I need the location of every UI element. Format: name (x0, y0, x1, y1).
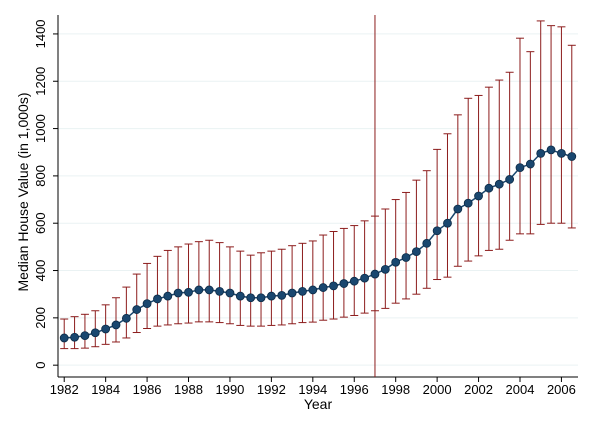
x-tick-label: 2002 (464, 382, 493, 397)
data-point (494, 179, 504, 189)
data-point (484, 183, 494, 193)
x-tick-label: 1984 (91, 382, 120, 397)
y-tick-label: 400 (33, 260, 48, 282)
data-point (215, 286, 224, 296)
gridlines (58, 33, 578, 366)
y-tick-label: 1000 (33, 114, 48, 143)
data-point (298, 286, 307, 296)
data-point (142, 299, 152, 309)
data-point (70, 332, 79, 342)
y-tick-label: 600 (33, 212, 48, 234)
y-tick-label: 800 (33, 165, 48, 187)
error-bars (60, 20, 576, 350)
data-point (380, 264, 390, 274)
x-tick-label: 1998 (381, 382, 410, 397)
data-point (329, 281, 338, 291)
data-point (557, 149, 566, 158)
data-point (101, 324, 111, 334)
data-point (204, 285, 214, 295)
x-tick-label: 1996 (340, 382, 369, 397)
data-point (184, 287, 193, 297)
data-point (225, 288, 235, 298)
data-point (163, 291, 173, 301)
data-point (59, 333, 69, 343)
data-point (287, 288, 297, 298)
y-tick-label: 1400 (33, 19, 48, 48)
x-tick-label: 2006 (547, 382, 576, 397)
x-tick-label: 1990 (215, 382, 244, 397)
data-point (173, 288, 183, 298)
data-markers (59, 145, 577, 343)
data-point (401, 253, 411, 262)
data-point (121, 313, 131, 323)
data-point (567, 152, 577, 161)
data-point (474, 191, 483, 201)
data-point (412, 247, 421, 257)
data-point (546, 145, 556, 155)
x-tick-label: 1986 (133, 382, 162, 397)
data-point (132, 305, 142, 314)
x-tick-label: 2004 (506, 382, 535, 397)
data-point (515, 163, 525, 173)
data-point (277, 290, 287, 300)
y-tick-label: 1200 (33, 67, 48, 96)
data-point (432, 226, 442, 236)
data-point (505, 175, 515, 184)
x-tick-label: 1982 (50, 382, 79, 397)
data-point (536, 149, 546, 158)
data-point (246, 293, 256, 303)
data-point (194, 285, 204, 295)
data-point (339, 279, 349, 288)
axes: 0 200 400 600 800 1000 1200 1400 1982 1984 1986 198… (33, 15, 578, 397)
x-tick-label: 1988 (174, 382, 203, 397)
x-tick-label: 2000 (423, 382, 452, 397)
data-point (256, 293, 266, 303)
data-point (80, 331, 90, 340)
data-point (318, 283, 328, 292)
data-point (525, 159, 535, 169)
data-point (443, 218, 452, 228)
data-point (360, 273, 370, 283)
data-point (422, 238, 432, 248)
data-point (453, 204, 463, 214)
x-axis-label: Year (304, 396, 333, 412)
data-point (266, 291, 276, 301)
x-tick-label: 1994 (298, 382, 327, 397)
data-point (153, 294, 162, 304)
data-point (308, 285, 318, 295)
data-point (370, 269, 380, 279)
x-tick-label: 1992 (257, 382, 286, 397)
data-point (391, 257, 401, 267)
y-axis-label: Median House Value (in 1,000s) (15, 93, 31, 292)
data-point (463, 198, 473, 208)
data-point (111, 320, 121, 330)
data-point (90, 328, 100, 338)
data-point (349, 276, 359, 286)
data-point (235, 291, 245, 301)
y-tick-label: 200 (33, 307, 48, 329)
y-tick-label: 0 (33, 362, 48, 369)
